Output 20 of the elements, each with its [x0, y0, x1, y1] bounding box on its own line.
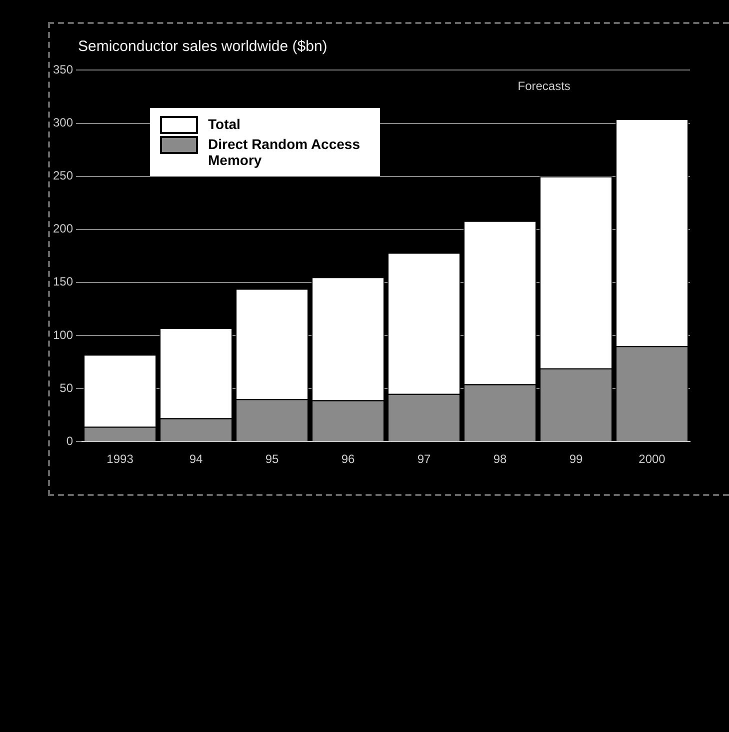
x-tick-label: 1993	[106, 452, 134, 466]
y-tick-label: 0	[66, 434, 74, 448]
x-tick-label: 98	[493, 452, 507, 466]
y-tick-label: 100	[52, 328, 74, 342]
x-tick-label: 96	[341, 452, 356, 466]
y-tick-label: 200	[52, 222, 74, 236]
annotation: Forecasts	[518, 79, 570, 94]
legend-label: Total	[208, 116, 240, 132]
y-tick-label: 250	[52, 168, 74, 183]
x-tick-label: 97	[417, 452, 432, 466]
x-tick-label: 2000	[638, 452, 666, 466]
x-tick-label: 99	[569, 452, 583, 466]
y-tick-label: 50	[60, 380, 74, 395]
x-tick-label: 95	[265, 452, 280, 466]
y-tick-label: 350	[52, 62, 74, 77]
chart-title: Semiconductor sales worldwide ($bn)	[78, 38, 328, 55]
legend-label: Direct Random Access Memory	[208, 136, 361, 168]
y-tick-label: 300	[52, 116, 74, 130]
x-tick-label: 94	[189, 452, 204, 466]
y-tick-label: 150	[52, 274, 74, 289]
